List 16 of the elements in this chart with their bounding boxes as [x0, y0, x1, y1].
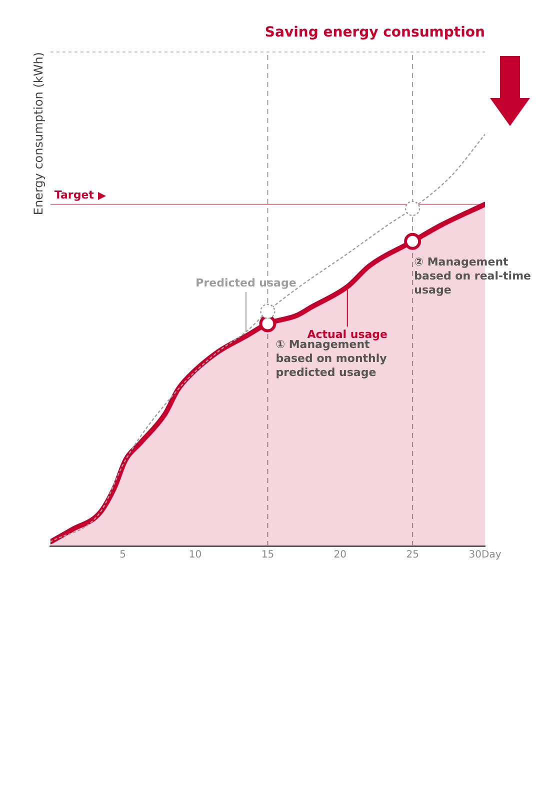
x-tick-label: 15	[261, 550, 274, 561]
y-axis-title: Energy consumption (kWh)	[31, 52, 46, 216]
text: Saving energy consumption	[264, 24, 485, 41]
x-tick-label: 10	[188, 550, 202, 561]
x-tick-label: 30Day	[468, 550, 502, 561]
point	[404, 200, 420, 216]
point	[260, 304, 276, 319]
point	[404, 232, 422, 250]
ref-line-label: Target	[54, 188, 94, 202]
series-label: Predicted usage	[196, 276, 296, 290]
x-tick-label: 5	[120, 550, 126, 561]
annotation: ② Management based on real-time usage	[414, 256, 532, 297]
x-tick-label: 25	[406, 550, 419, 561]
point	[259, 315, 276, 332]
series-label: Actual usage	[307, 328, 388, 342]
x-tick-label: 20	[334, 550, 346, 561]
